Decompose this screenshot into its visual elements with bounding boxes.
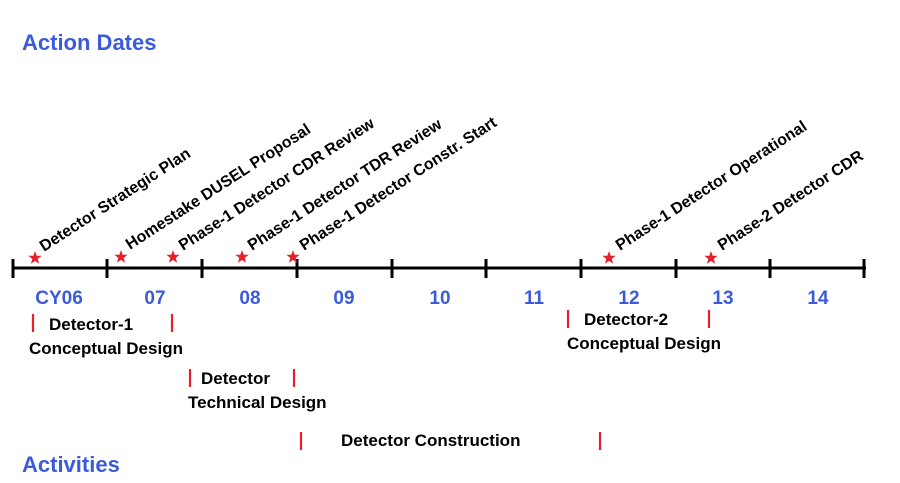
year-label: 10 (429, 288, 450, 309)
milestone-label: Phase-1 Detector Operational (613, 118, 810, 254)
star-icon (114, 250, 128, 263)
milestone-label: Detector Strategic Plan (37, 145, 194, 255)
star-icon (235, 250, 249, 263)
year-label: 11 (524, 288, 545, 309)
activity-detector-technical-design: Detector Technical Design (188, 369, 327, 412)
milestone-label: Phase-1 Detector Constr. Start (297, 114, 501, 255)
milestone-stars (28, 250, 718, 264)
star-icon (602, 251, 616, 264)
year-label: CY06 (35, 288, 83, 309)
activity-label: Detector-2 (584, 310, 668, 329)
activities-heading: Activities (22, 452, 120, 477)
activity-detector-1-conceptual-design: Detector-1 Conceptual Design (29, 314, 183, 358)
year-label: 13 (712, 288, 733, 309)
activity-detector-2-conceptual-design: Detector-2 Conceptual Design (566, 310, 721, 353)
activity-label: Technical Design (188, 393, 327, 412)
activity-label: Detector Construction (341, 431, 520, 450)
star-icon (166, 250, 180, 263)
year-label: 09 (333, 288, 354, 309)
star-icon (286, 250, 300, 263)
activity-label: Conceptual Design (29, 339, 183, 358)
star-icon (704, 251, 718, 264)
year-label: 08 (239, 288, 260, 309)
activity-label: Detector-1 (49, 315, 133, 334)
action-dates-heading: Action Dates (22, 30, 157, 55)
activity-detector-construction: Detector Construction (299, 431, 602, 450)
year-label: 07 (144, 288, 165, 309)
year-label: 14 (807, 288, 829, 309)
year-label: 12 (618, 288, 639, 309)
timeline-ticks (11, 259, 866, 278)
activity-label: Conceptual Design (567, 334, 721, 353)
star-icon (28, 251, 42, 264)
milestone-labels: Detector Strategic Plan Homestake DUSEL … (37, 114, 867, 256)
activity-label: Detector (201, 369, 270, 388)
year-labels: CY06 07 08 09 10 11 12 13 14 (35, 288, 829, 309)
